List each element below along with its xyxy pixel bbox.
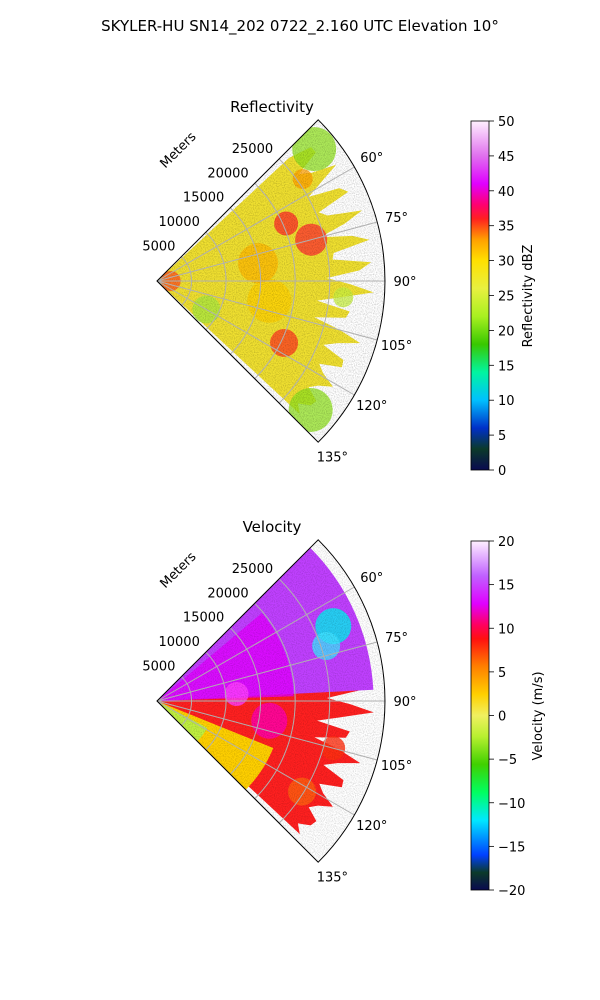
radial-tick-label: 20000 [207, 166, 248, 181]
theta-tick-label: 60° [360, 151, 383, 166]
colorbar-tick-label: 20 [498, 324, 515, 339]
velocity-colorbar: −20 −15 −10 −5 0 5 10 15 20 Velocity (m/s) [470, 535, 546, 899]
colorbar-tick-label: 25 [498, 290, 515, 305]
sector-outline [156, 119, 386, 443]
theta-tick-label: 135° [317, 870, 348, 885]
azimuth-line [156, 280, 355, 396]
colorbar-tick-label: 20 [498, 535, 515, 550]
refl-speckle [157, 119, 385, 443]
velocity-ticks: 5000 10000 15000 20000 25000 60° 75° 90° 105° 120… [142, 562, 416, 885]
theta-tick-label: 90° [393, 275, 416, 290]
reflectivity-colorbar-ticks: 0 5 10 15 20 25 30 35 40 45 50 [489, 115, 515, 479]
radial-tick-label: 5000 [142, 660, 175, 675]
colorbar-tick-label: −5 [498, 753, 517, 768]
colorbar-tick-label: 35 [498, 220, 515, 235]
reflectivity-colorbar-label: Reflectivity dBZ [521, 245, 536, 348]
velocity-title: Velocity [243, 518, 302, 536]
theta-tick-label: 75° [385, 211, 408, 226]
radial-tick-label: 25000 [232, 142, 273, 157]
azimuth-line [156, 280, 378, 341]
theta-tick-label: 120° [356, 399, 387, 414]
theta-tick-label: 120° [356, 819, 387, 834]
theta-tick-label: 105° [381, 759, 412, 774]
theta-tick-label: 75° [385, 631, 408, 646]
azimuth-line [156, 586, 355, 702]
velocity-colorbar-label: Velocity (m/s) [531, 671, 546, 760]
figure-suptitle: SKYLER-HU SN14_202 0722_2.160 UTC Elevat… [101, 17, 499, 36]
reflectivity-panel: Reflectivity 5000 10000 15000 20000 25000 60°… [142, 98, 536, 479]
colorbar-tick-label: 50 [498, 115, 515, 130]
azimuth-line [156, 700, 378, 761]
theta-tick-label: 60° [360, 571, 383, 586]
velocity-panel: Velocity 5000 10000 15000 20000 25000 60° 75° 9… [142, 518, 546, 899]
colorbar-tick-label: 40 [498, 185, 515, 200]
theta-tick-label: 90° [393, 695, 416, 710]
reflectivity-field [157, 119, 385, 443]
colorbar-tick-label: 30 [498, 255, 515, 270]
colorbar-tick-label: 10 [498, 394, 515, 409]
colorbar-tick-label: −10 [498, 797, 525, 812]
colorbar-tick-label: 45 [498, 150, 515, 165]
theta-tick-label: 105° [381, 339, 412, 354]
velocity-colorbar-bar [470, 540, 490, 891]
azimuth-line [156, 221, 378, 282]
radial-tick-label: 10000 [158, 215, 199, 230]
colorbar-tick-label: 15 [498, 579, 515, 594]
theta-tick-label: 135° [317, 450, 348, 465]
velocity-field [157, 539, 385, 863]
colorbar-tick-label: 15 [498, 359, 515, 374]
reflectivity-ticks: 5000 10000 15000 20000 25000 60° 75° 90° 105° 120… [142, 142, 416, 465]
colorbar-tick-label: 10 [498, 622, 515, 637]
colorbar-tick-label: 5 [498, 429, 506, 444]
sector-outline [156, 539, 386, 863]
colorbar-tick-label: 0 [498, 710, 506, 725]
reflectivity-title: Reflectivity [230, 98, 314, 116]
colorbar-tick-label: 5 [498, 666, 506, 681]
velocity-radial-label: Meters [158, 549, 200, 591]
velocity-grid [156, 539, 386, 863]
reflectivity-colorbar: 0 5 10 15 20 25 30 35 40 45 50 Reflectivity dBZ [470, 115, 536, 479]
colorbar-tick-label: 0 [498, 464, 506, 479]
radial-tick-label: 15000 [183, 611, 224, 626]
radial-tick-label: 20000 [207, 586, 248, 601]
azimuth-line [156, 166, 355, 282]
reflectivity-colorbar-bar [470, 120, 490, 471]
colorbar-tick-label: −20 [498, 884, 525, 899]
vel-speckle [157, 539, 385, 863]
azimuth-line [156, 700, 355, 816]
reflectivity-grid [156, 119, 386, 443]
radial-tick-label: 15000 [183, 191, 224, 206]
reflectivity-radial-label: Meters [158, 129, 200, 171]
radial-tick-label: 5000 [142, 240, 175, 255]
radial-tick-label: 10000 [158, 635, 199, 650]
azimuth-line [156, 641, 378, 702]
colorbar-tick-label: −15 [498, 840, 525, 855]
radial-tick-label: 25000 [232, 562, 273, 577]
velocity-colorbar-ticks: −20 −15 −10 −5 0 5 10 15 20 [489, 535, 525, 899]
